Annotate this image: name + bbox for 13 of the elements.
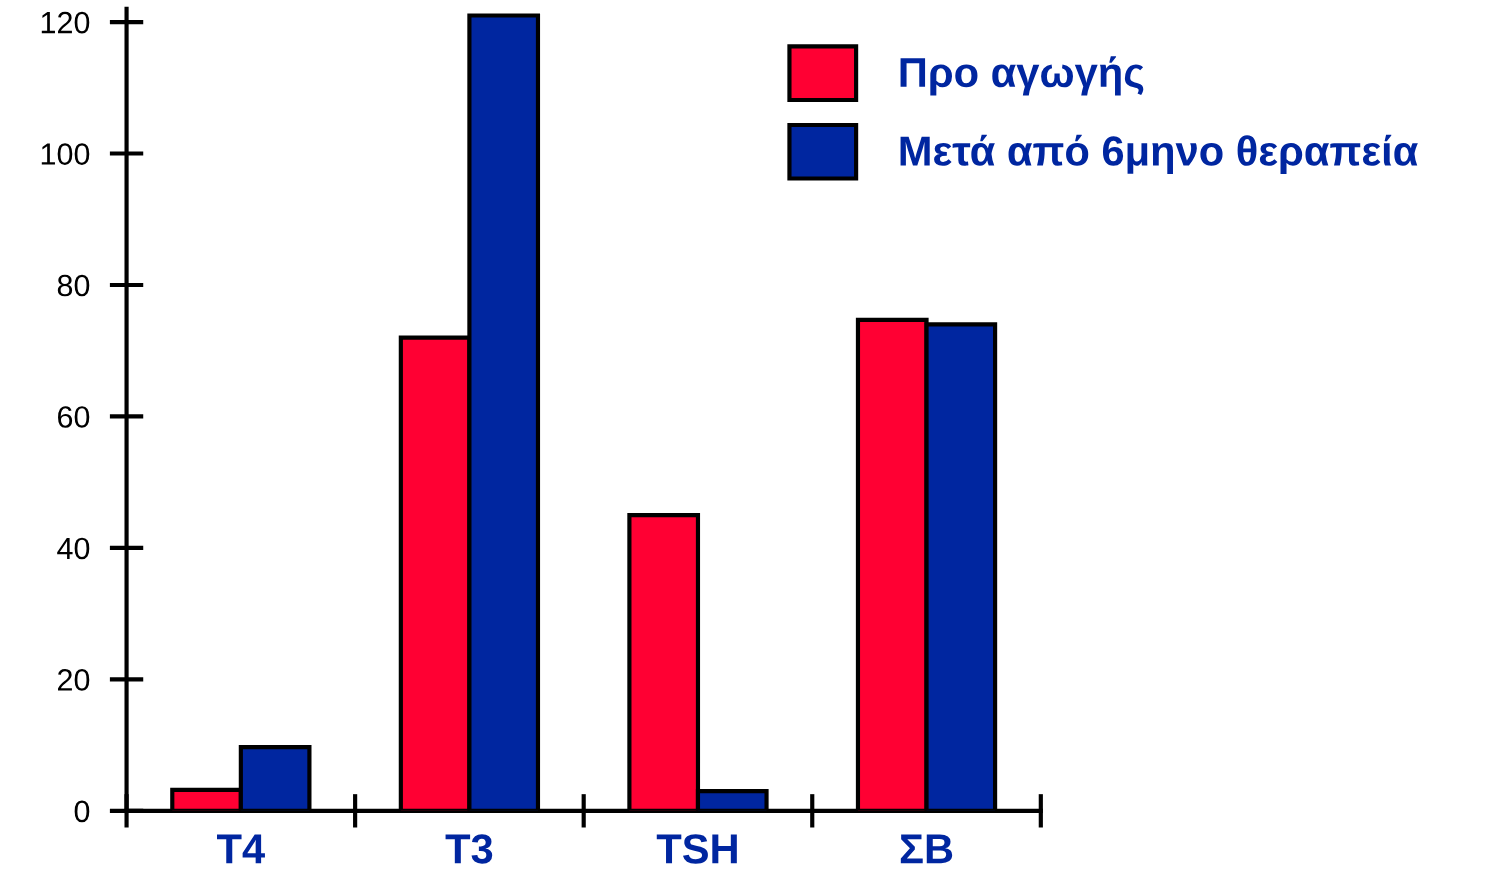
y-tick-label: 40 [57,537,90,560]
y-tick-label: 0 [74,800,90,823]
x-tick-label: T3 [445,834,493,864]
x-tick-label: ΣΒ [900,834,953,864]
y-tick-label: 120 [41,11,90,34]
y-tick-label: 60 [58,406,90,428]
y-tick-label: 100 [41,143,90,165]
y-tick-label: 80 [57,274,90,297]
legend-label: Μετά από 6μηνο θεραπεία [900,134,1418,175]
x-tick-label: T4 [217,834,265,864]
legend-label: Προ αγωγής [900,56,1144,96]
x-tick-label: TSH [656,834,737,864]
y-tick-label: 20 [58,669,90,691]
